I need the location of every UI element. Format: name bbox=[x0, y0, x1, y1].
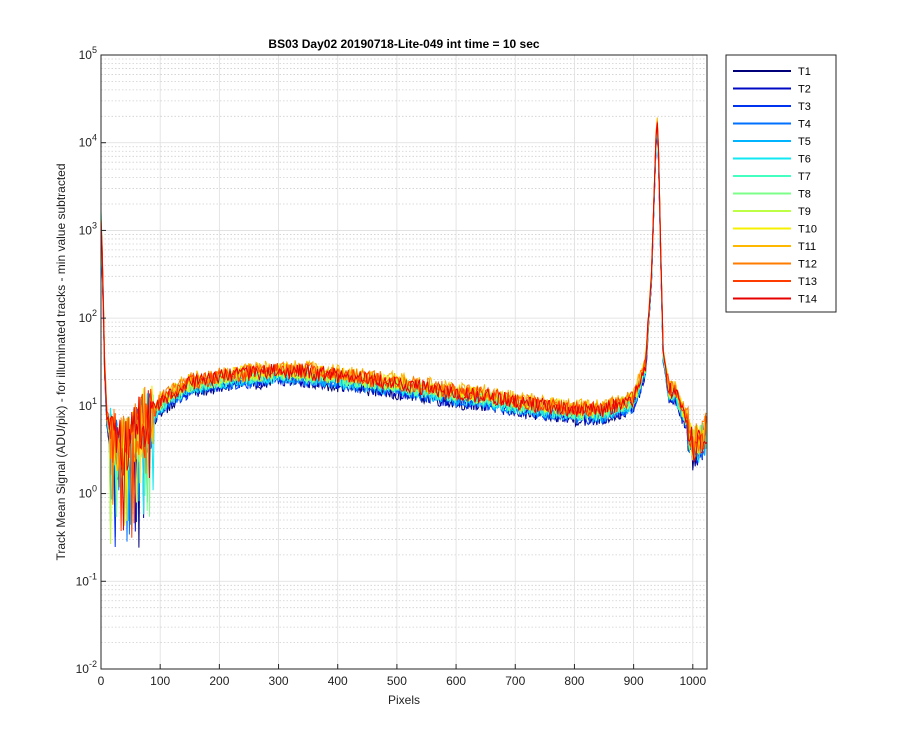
plot-area bbox=[101, 55, 707, 669]
legend-box bbox=[725, 54, 837, 313]
plot-frame bbox=[100, 54, 708, 670]
x-tick-label: 0 bbox=[98, 674, 105, 688]
grid bbox=[101, 55, 707, 670]
legend-label-T13: T13 bbox=[798, 276, 817, 288]
x-tick-label: 600 bbox=[446, 674, 466, 688]
legend-label-T6: T6 bbox=[798, 154, 811, 166]
legend: T1 T2 T3 T4 T5 T6 T7 T8 T9 T10 T11 T12 T13 T14 bbox=[725, 54, 837, 313]
y-tick-label: 105 bbox=[79, 45, 97, 62]
x-tick-label: 500 bbox=[387, 674, 407, 688]
legend-label-T10: T10 bbox=[798, 224, 817, 236]
y-tick-label: 101 bbox=[79, 396, 97, 413]
legend-label-T4: T4 bbox=[798, 119, 811, 131]
x-tick-label: 200 bbox=[209, 674, 229, 688]
legend-label-T14: T14 bbox=[798, 294, 817, 306]
series-layer bbox=[100, 117, 708, 548]
legend-label-T1: T1 bbox=[798, 66, 811, 78]
legend-label-T2: T2 bbox=[798, 84, 811, 96]
legend-label-T3: T3 bbox=[798, 101, 811, 113]
y-tick-labels: 10-2 10-1 100 101 102 103 104 105 bbox=[76, 45, 106, 676]
x-axis-label: Pixels bbox=[388, 693, 420, 707]
x-tick-label: 900 bbox=[624, 674, 644, 688]
x-tick-label: 400 bbox=[328, 674, 348, 688]
chart-title: BS03 Day02 20190718-Lite-049 int time = … bbox=[268, 37, 539, 51]
legend-label-T9: T9 bbox=[798, 206, 811, 218]
y-tick-label: 103 bbox=[79, 220, 97, 237]
legend-label-T7: T7 bbox=[798, 171, 811, 183]
y-tick-label: 10-2 bbox=[76, 659, 97, 676]
y-tick-label: 104 bbox=[79, 133, 97, 150]
x-tick-label: 700 bbox=[505, 674, 525, 688]
series-line-T13 bbox=[100, 121, 708, 538]
x-tick-label: 800 bbox=[564, 674, 584, 688]
x-tick-label: 100 bbox=[150, 674, 170, 688]
y-tick-label: 102 bbox=[79, 308, 97, 325]
y-axis-label: Track Mean Signal (ADU/pix) - for illumi… bbox=[54, 163, 68, 560]
legend-label-T5: T5 bbox=[798, 136, 811, 148]
x-tick-label: 300 bbox=[269, 674, 289, 688]
series-line-T14 bbox=[100, 123, 708, 531]
legend-label-T8: T8 bbox=[798, 189, 811, 201]
legend-label-T11: T11 bbox=[798, 241, 816, 253]
x-tick-label: 1000 bbox=[679, 674, 706, 688]
x-tick-labels: 0 100 200 300 400 500 600 700 800 900 1000 bbox=[98, 664, 706, 688]
y-tick-label: 10-1 bbox=[76, 571, 97, 588]
legend-label-T12: T12 bbox=[798, 259, 817, 271]
y-tick-label: 100 bbox=[79, 484, 97, 501]
